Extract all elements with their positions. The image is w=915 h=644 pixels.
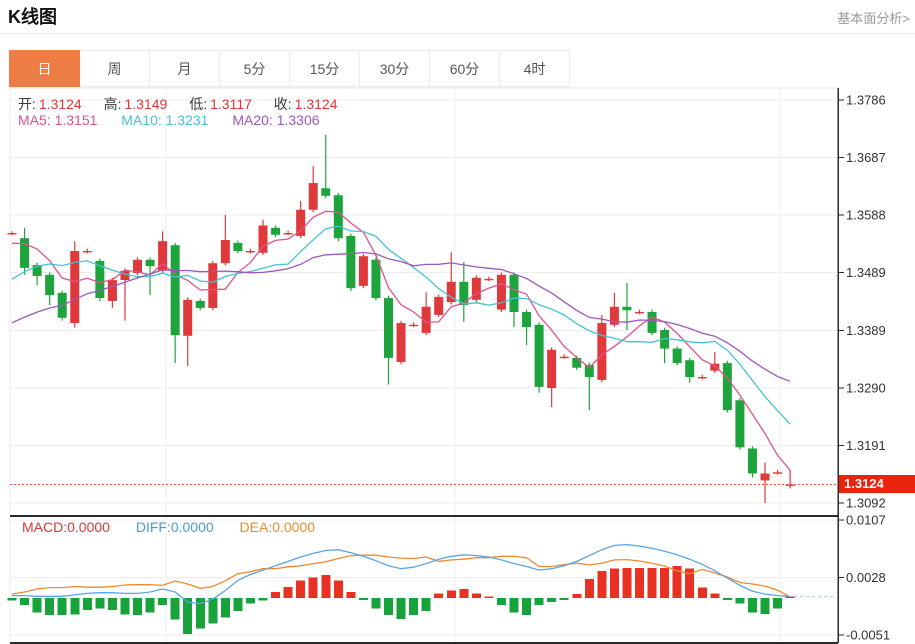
price-axis-label: 1.3389 <box>846 323 886 338</box>
axes: 1.3786 1.3687 1.3588 1.3489 1.3389 1.3290 1.31… <box>10 87 890 644</box>
tab-15min[interactable]: 15分 <box>289 50 360 87</box>
price-axis-label: 1.3191 <box>846 438 886 453</box>
close-readout: 收: 1.3124 <box>273 96 338 112</box>
ma5-readout: MA5: 1.3151 <box>18 112 98 128</box>
macd-axis-label: -0.0051 <box>846 627 890 642</box>
diff-readout: DIFF:0.0000 <box>135 519 214 535</box>
tab-month[interactable]: 月 <box>149 50 220 87</box>
ma5-line <box>11 210 791 471</box>
ma-lines <box>11 210 791 471</box>
ma20-line <box>11 251 791 382</box>
page-title: K线图 <box>8 7 57 27</box>
tab-30min[interactable]: 30分 <box>359 50 430 87</box>
price-axis-label: 1.3786 <box>846 93 886 108</box>
ma-info: MA5: 1.3151 MA10: 1.3231 MA20: 1.3306 <box>18 112 340 128</box>
ma10-readout: MA10: 1.3231 <box>121 112 209 128</box>
macd-info: MACD:0.0000 DIFF:0.0000 DEA:0.0000 <box>22 519 337 535</box>
dea-line <box>11 554 791 598</box>
ohlc-info: 开: 1.3124 高: 1.3149 低: 1.3117 收: 1.3124 <box>18 94 356 114</box>
price-axis-label: 1.3489 <box>846 265 886 280</box>
tab-day[interactable]: 日 <box>9 50 80 87</box>
title-divider <box>0 33 915 34</box>
tab-60min[interactable]: 60分 <box>429 50 500 87</box>
price-axis-label: 1.3588 <box>846 208 886 223</box>
macd-axis-label: 0.0028 <box>846 570 886 585</box>
price-axis-label: 1.3687 <box>846 150 886 165</box>
diff-line <box>12 543 791 605</box>
open-readout: 开: 1.3124 <box>18 96 82 112</box>
macd-lines <box>11 543 836 605</box>
macd-axis-label: 0.0107 <box>846 512 886 527</box>
candles-group <box>7 134 795 504</box>
current-price-badge: 1.3124 <box>839 475 915 493</box>
tab-4hour[interactable]: 4时 <box>499 50 570 87</box>
macd-histogram <box>7 565 795 635</box>
fundamental-analysis-link[interactable]: 基本面分析> <box>837 11 910 26</box>
ma20-readout: MA20: 1.3306 <box>232 112 320 128</box>
tab-5min[interactable]: 5分 <box>219 50 290 87</box>
low-readout: 低: 1.3117 <box>189 96 252 112</box>
period-tabs: 日 周 月 5分 15分 30分 60分 4时 <box>9 50 570 87</box>
dea-readout: DEA:0.0000 <box>239 519 316 535</box>
high-readout: 高: 1.3149 <box>103 96 168 112</box>
price-axis-label: 1.3092 <box>846 496 886 511</box>
macd-readout: MACD:0.0000 <box>22 519 110 535</box>
price-axis-label: 1.3290 <box>846 381 886 396</box>
